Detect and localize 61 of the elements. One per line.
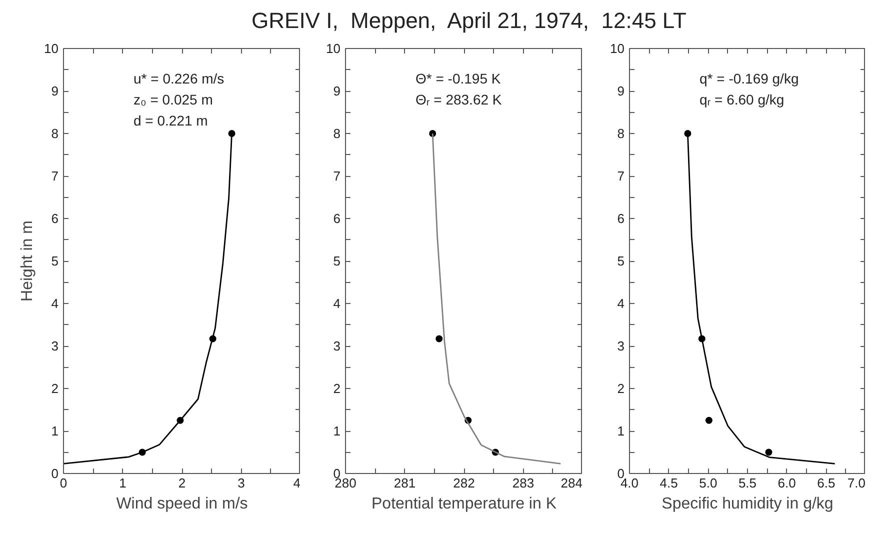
x-axis-title: Wind speed in m/s	[116, 496, 248, 512]
y-tick-label: 7	[333, 168, 341, 184]
y-tick-label: 4	[51, 296, 59, 311]
y-tick-label: 0	[51, 466, 59, 481]
y-tick-label: 6	[333, 211, 341, 226]
y-tick-label: 1	[617, 424, 625, 438]
point	[705, 416, 712, 424]
x-axis-title: Specific humidity in g/kg	[662, 496, 834, 512]
y-tick-label: 9	[333, 84, 341, 98]
y-tick-label: 5	[333, 254, 341, 268]
annotation: Θ* = -0.195 K	[416, 70, 502, 86]
y-tick-label: 6	[51, 211, 59, 226]
y-tick-label: 10	[326, 41, 341, 56]
x-tick-label: 281	[394, 476, 416, 490]
x-tick-label: 5.0	[699, 476, 718, 490]
annotation: u* = 0.226 m/s	[134, 70, 224, 86]
x-tick-label: 4	[293, 476, 301, 490]
x-tick-label: 6.0	[778, 476, 796, 490]
y-tick-label: 7	[617, 168, 625, 184]
point	[436, 335, 443, 342]
y-tick-label: 7	[51, 168, 59, 184]
x-tick-label: 7.0	[847, 476, 866, 490]
annotation: qᵣ = 6.60 g/kg	[700, 92, 784, 108]
point	[765, 448, 772, 456]
x-tick-label: 6.5	[817, 476, 836, 490]
y-tick-label: 6	[617, 211, 625, 226]
y-tick-label: 3	[51, 338, 59, 354]
y-tick-label: 4	[617, 296, 625, 311]
x-tick-label: 2	[178, 476, 186, 490]
annotation: d = 0.221 m	[134, 112, 208, 128]
y-tick-label: 3	[617, 338, 625, 354]
y-tick-label: 10	[44, 41, 59, 56]
y-tick-label: 8	[617, 126, 625, 141]
y-tick-label: 2	[333, 381, 341, 396]
y-tick-label: 2	[617, 381, 625, 396]
annotation: Θᵣ = 283.62 K	[416, 92, 502, 108]
y-tick-label: 3	[333, 338, 341, 354]
chart-title: GREIV I, Meppen, April 21, 1974, 12:45 LT	[252, 7, 686, 35]
x-tick-label: 283	[512, 476, 534, 490]
y-tick-label: 9	[51, 84, 59, 98]
x-tick-label: 284	[560, 476, 583, 490]
y-tick-label: 1	[333, 424, 341, 438]
y-tick-label: 8	[333, 126, 341, 141]
y-tick-label: 5	[617, 254, 625, 268]
x-tick-label: 282	[453, 476, 475, 490]
annotation: z₀ = 0.025 m	[134, 92, 213, 108]
x-tick-label: 5.5	[738, 476, 757, 490]
y-tick-label: 4	[333, 296, 341, 311]
y-tick-label: 1	[51, 424, 59, 438]
x-tick-label: 4.5	[660, 476, 678, 490]
y-tick-label: 8	[51, 126, 59, 141]
y-tick-label: 9	[617, 84, 625, 98]
x-tick-label: 3	[238, 476, 245, 490]
y-axis-title: Height in m	[19, 220, 36, 302]
y-tick-label: 10	[610, 41, 625, 56]
y-tick-label: 5	[51, 254, 59, 268]
y-tick-label: 2	[51, 381, 59, 396]
x-tick-label: 1	[119, 476, 126, 490]
x-axis-title: Potential temperature in K	[372, 496, 557, 512]
y-tick-label: 0	[617, 466, 625, 481]
annotation: q* = -0.169 g/kg	[700, 70, 799, 86]
